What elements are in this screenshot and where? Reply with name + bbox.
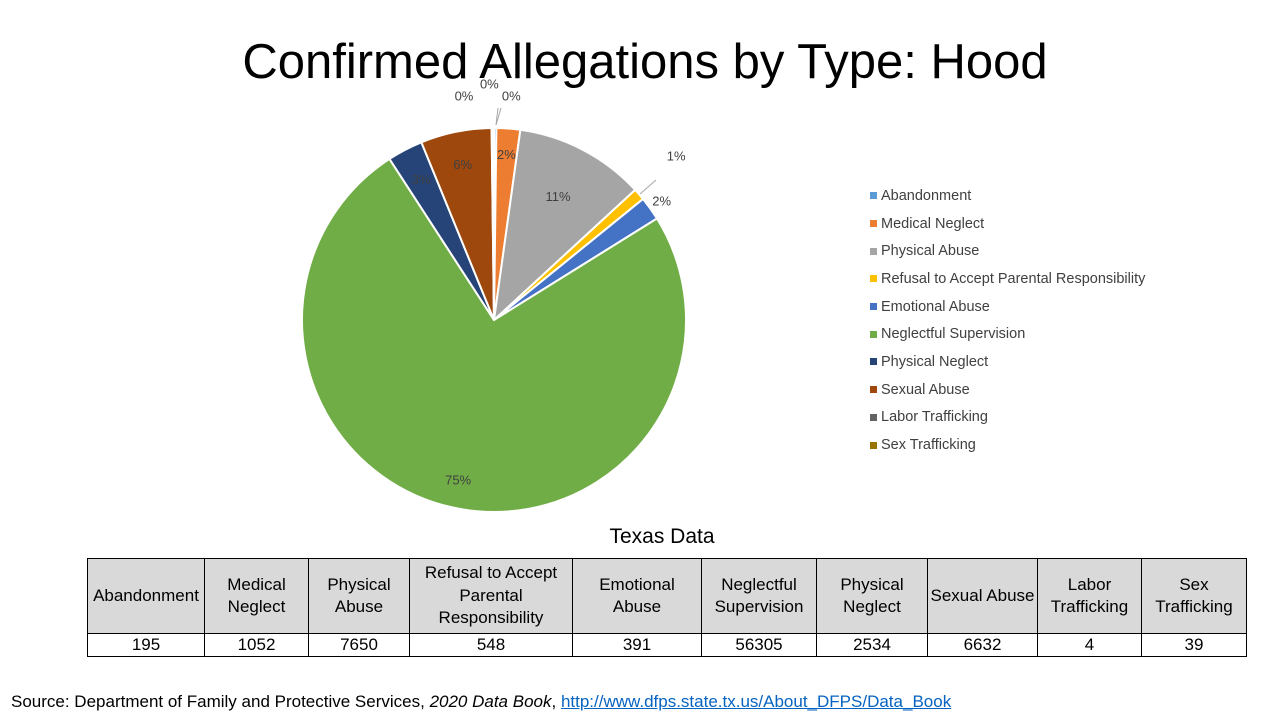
data-table: Abandonment Medical Neglect Physical Abuse… xyxy=(87,558,1247,657)
pie-slice-sex-trafficking xyxy=(491,126,495,321)
legend-label: Sex Trafficking xyxy=(881,437,976,454)
source-link[interactable]: http://www.dfps.state.tx.us/About_DFPS/D… xyxy=(560,692,952,711)
legend-label: Physical Abuse xyxy=(881,243,980,260)
data-label-physical-abuse: 11% xyxy=(546,189,571,204)
table-cell-physical-abuse: 7650 xyxy=(308,633,410,657)
legend-item-abandonment: Abandonment xyxy=(870,182,1170,210)
legend-swatch xyxy=(870,386,877,394)
legend-label: Labor Trafficking xyxy=(881,409,988,426)
table-cell-refusal-to-accept-parental-responsibility: 548 xyxy=(409,633,573,657)
legend-label: Medical Neglect xyxy=(881,215,985,232)
pie-slice-neglectful-supervision xyxy=(301,157,687,513)
legend-item-physical-abuse: Physical Abuse xyxy=(870,237,1170,265)
data-label-refusal-to-accept-parental-responsibility: 1% xyxy=(667,149,686,164)
pie-slice-physical-abuse xyxy=(492,128,637,323)
legend-swatch xyxy=(870,413,877,421)
source-book-title: 2020 Data Book xyxy=(429,692,552,711)
legend-label: Neglectful Supervision xyxy=(881,326,1026,343)
legend-swatch xyxy=(870,303,877,311)
legend-item-sexual-abuse: Sexual Abuse xyxy=(870,376,1170,404)
table-header-abandonment: Abandonment xyxy=(87,558,205,634)
legend-item-labor-trafficking: Labor Trafficking xyxy=(870,404,1170,432)
legend-label: Sexual Abuse xyxy=(881,381,970,398)
table-cell-emotional-abuse: 391 xyxy=(572,633,702,657)
data-label-sex-trafficking: 0% xyxy=(502,88,521,103)
data-label-emotional-abuse: 2% xyxy=(652,193,671,208)
legend-item-sex-trafficking: Sex Trafficking xyxy=(870,431,1170,459)
legend-item-medical-neglect: Medical Neglect xyxy=(870,210,1170,238)
leader-line xyxy=(639,179,657,195)
legend-swatch xyxy=(870,275,877,283)
data-label-labor-trafficking: 0% xyxy=(455,88,474,103)
table-cell-abandonment: 195 xyxy=(87,633,205,657)
data-label-neglectful-supervision: 75% xyxy=(445,473,471,488)
table-header-refusal-to-accept-parental-responsibility: Refusal to Accept Parental Responsibilit… xyxy=(409,558,573,634)
legend-label: Physical Neglect xyxy=(881,353,989,370)
table-cell-medical-neglect: 1052 xyxy=(204,633,309,657)
legend-swatch xyxy=(870,220,877,228)
legend-label: Abandonment xyxy=(881,187,972,204)
table-row: 195 1052 7650 548 391 56305 2534 6632 4 39 xyxy=(87,633,1247,657)
table-header-sexual-abuse: Sexual Abuse xyxy=(927,558,1038,634)
legend-swatch xyxy=(870,192,877,200)
legend-item-physical-neglect: Physical Neglect xyxy=(870,348,1170,376)
table-cell-labor-trafficking: 4 xyxy=(1037,633,1142,657)
chart-title: Confirmed Allegations by Type: Hood xyxy=(242,35,1048,89)
table-header-labor-trafficking: Labor Trafficking xyxy=(1037,558,1142,634)
table-cell-neglectful-supervision: 56305 xyxy=(701,633,817,657)
legend-swatch xyxy=(870,358,877,366)
table-title: Texas Data xyxy=(609,525,715,548)
data-label-medical-neglect: 2% xyxy=(497,147,516,162)
legend-item-neglectful-supervision: Neglectful Supervision xyxy=(870,320,1170,348)
source-citation: Source: Department of Family and Protect… xyxy=(11,692,951,712)
legend-swatch xyxy=(870,247,877,255)
chart-legend: Abandonment Medical Neglect Physical Abuse… xyxy=(870,182,1170,459)
data-label-physical-neglect: 3% xyxy=(412,172,431,187)
legend-swatch xyxy=(870,441,877,449)
legend-item-refusal-to-accept-parental-responsibility: Refusal to Accept Parental Responsibilit… xyxy=(870,265,1170,293)
legend-swatch xyxy=(870,330,877,338)
table-header-sex-trafficking: Sex Trafficking xyxy=(1141,558,1247,634)
data-label-abandonment: 0% xyxy=(480,76,499,91)
table-header-row: Abandonment Medical Neglect Physical Abuse… xyxy=(87,558,1247,634)
table-cell-physical-neglect: 2534 xyxy=(816,633,928,657)
legend-label: Emotional Abuse xyxy=(881,298,990,315)
table-cell-sex-trafficking: 39 xyxy=(1141,633,1247,657)
legend-label: Refusal to Accept Parental Responsibilit… xyxy=(881,270,1146,287)
table-header-medical-neglect: Medical Neglect xyxy=(204,558,309,634)
table-header-neglectful-supervision: Neglectful Supervision xyxy=(701,558,817,634)
table-header-emotional-abuse: Emotional Abuse xyxy=(572,558,702,634)
table-cell-sexual-abuse: 6632 xyxy=(927,633,1038,657)
data-label-sexual-abuse: 6% xyxy=(453,157,472,172)
source-prefix: Source: Department of Family and Protect… xyxy=(11,692,430,711)
table-header-physical-neglect: Physical Neglect xyxy=(816,558,928,634)
table-header-physical-abuse: Physical Abuse xyxy=(308,558,410,634)
legend-item-emotional-abuse: Emotional Abuse xyxy=(870,293,1170,321)
source-separator: , xyxy=(551,692,561,711)
leader-line xyxy=(495,107,502,126)
